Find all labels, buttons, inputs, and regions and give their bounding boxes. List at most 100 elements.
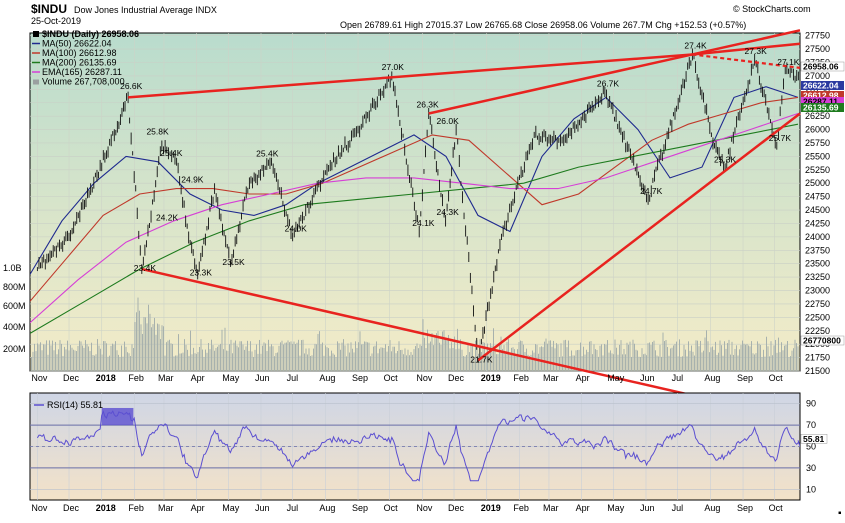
volume-bar <box>302 339 304 371</box>
volume-bar <box>40 342 41 371</box>
volume-bar <box>385 344 386 371</box>
volume-bar <box>401 349 403 371</box>
volume-bar <box>163 326 164 371</box>
volume-bar <box>689 350 691 371</box>
volume-bar <box>472 345 473 371</box>
volume-bar <box>637 350 638 371</box>
volume-bar <box>134 322 136 371</box>
volume-bar <box>622 354 623 371</box>
current-value-box <box>801 91 844 100</box>
volume-bar <box>566 347 568 371</box>
price-tick-label: 27750 <box>805 31 830 41</box>
volume-bar <box>682 356 683 371</box>
volume-bar <box>211 339 212 371</box>
rsi-current-box <box>800 434 828 444</box>
volume-bar <box>545 338 547 371</box>
volume-bar <box>412 354 413 371</box>
volume-bar <box>688 341 689 371</box>
volume-bar <box>793 348 794 371</box>
volume-bar <box>241 341 242 371</box>
volume-bar <box>221 329 223 371</box>
volume-bar <box>535 344 536 371</box>
volume-bar <box>758 343 760 371</box>
volume-bar <box>676 341 677 371</box>
volume-bar <box>574 355 575 371</box>
volume-bar <box>56 354 58 371</box>
volume-bar <box>232 353 233 371</box>
volume-bar <box>563 340 565 371</box>
volume-bar <box>679 339 680 371</box>
volume-bar <box>395 353 397 371</box>
volume-bar <box>554 348 556 371</box>
x-tick-label: Aug <box>704 373 720 383</box>
volume-bar <box>506 341 508 371</box>
current-value-box <box>801 103 844 112</box>
volume-bar <box>488 351 490 371</box>
volume-bar <box>694 355 695 371</box>
volume-bar <box>268 339 269 371</box>
volume-bar <box>229 344 230 371</box>
volume-bar <box>79 340 80 371</box>
volume-bar <box>434 335 436 371</box>
price-annotation: 27.4K <box>684 41 707 51</box>
volume-bar <box>730 354 731 371</box>
x-tick-label: Jun <box>640 503 655 513</box>
volume-bar <box>775 339 776 371</box>
volume-bar <box>616 347 617 371</box>
volume-bar <box>358 342 359 371</box>
volume-bar <box>476 339 478 371</box>
volume-bar <box>269 346 271 371</box>
volume-bar <box>661 356 662 371</box>
volume-bar <box>196 353 197 371</box>
volume-bar <box>424 337 425 371</box>
volume-bar <box>263 342 265 371</box>
rsi-tick-label: 30 <box>806 463 816 473</box>
rsi-tick-label: 70 <box>806 420 816 430</box>
volume-bar <box>697 340 698 371</box>
volume-bar <box>254 349 256 371</box>
volume-bar <box>190 330 191 371</box>
volume-bar <box>443 330 445 371</box>
volume-bar <box>172 343 173 371</box>
volume-bar <box>353 352 355 371</box>
volume-bar <box>160 339 161 371</box>
volume-bar <box>362 344 364 371</box>
volume-bar <box>503 345 505 371</box>
volume-bar <box>400 349 401 371</box>
legend-entry: EMA(165) 26287.11 <box>42 67 122 77</box>
x-tick-label: Jun <box>640 373 655 383</box>
volume-bar <box>781 342 782 371</box>
volume-bar <box>733 354 734 371</box>
volume-bar <box>281 340 283 371</box>
volume-bar <box>691 345 692 371</box>
volume-bar <box>772 355 773 371</box>
volume-bar <box>193 347 194 371</box>
volume-bar <box>251 351 253 371</box>
volume-bar <box>59 340 61 371</box>
volume-bar <box>236 345 238 371</box>
volume-bar <box>253 356 254 371</box>
volume-bar <box>275 352 277 371</box>
volume-bar <box>794 339 796 371</box>
current-value-text: 26287.11 <box>803 97 838 107</box>
volume-bar <box>37 343 38 371</box>
current-value-box <box>801 81 844 90</box>
volume-bar <box>289 342 290 371</box>
price-annotation: 21.7K <box>470 355 493 365</box>
volume-bar <box>650 344 652 371</box>
volume-bar <box>530 354 532 371</box>
volume-tick-label: 400M <box>3 322 26 332</box>
volume-bar <box>209 349 211 371</box>
x-tick-label: Oct <box>769 503 784 513</box>
volume-bar <box>34 343 35 371</box>
volume-bar <box>599 345 601 371</box>
volume-bar <box>760 344 761 371</box>
volume-bar <box>551 346 553 371</box>
volume-bar <box>421 345 422 371</box>
price-tick-label: 23750 <box>805 245 830 255</box>
volume-bar <box>700 340 701 371</box>
volume-bar <box>575 350 577 371</box>
volume-bar <box>215 348 217 371</box>
volume-bar <box>740 345 742 371</box>
volume-bar <box>146 323 148 371</box>
